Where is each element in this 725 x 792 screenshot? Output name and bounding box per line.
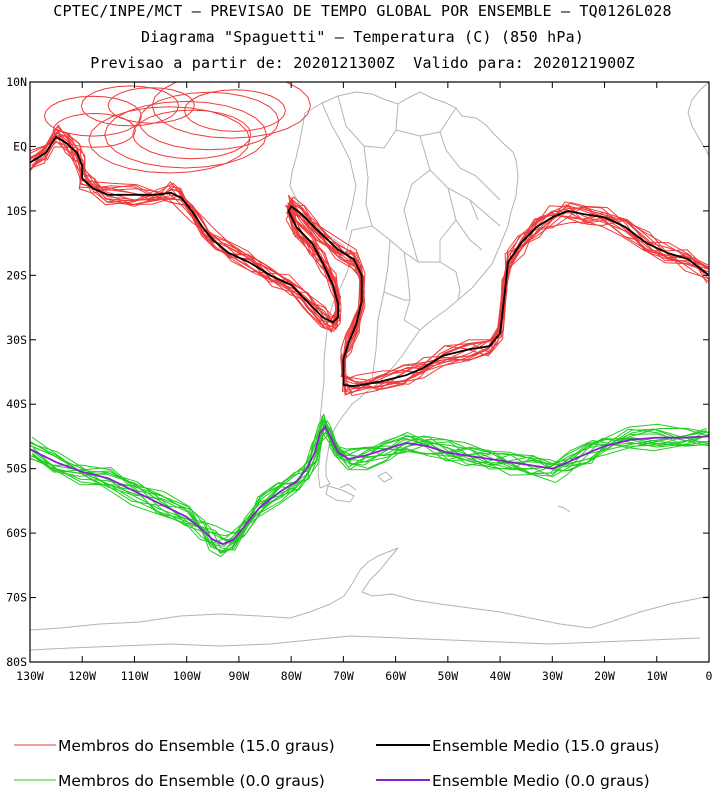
legend: Membros do Ensemble (15.0 graus) Ensembl…: [14, 737, 660, 790]
y-tick-label: 80S: [6, 655, 27, 669]
ensemble-member-15c: [30, 130, 709, 389]
legend-label-mean0: Ensemble Medio (0.0 graus): [432, 772, 650, 790]
ensemble-member-15c: [80, 85, 180, 127]
x-tick-label: 80W: [281, 669, 302, 683]
ensemble-member-15c: [31, 134, 709, 393]
ensemble-member-0c: [31, 419, 707, 544]
x-tick-label: 20W: [594, 669, 615, 683]
ensemble-member-15c: [32, 146, 709, 396]
antarctic-ice-line: [30, 635, 701, 651]
x-tick-label: 70W: [333, 669, 354, 683]
ensemble-member-15c: [132, 109, 252, 160]
antarctica-coastline: [30, 547, 709, 631]
axes-group: 130W 120W 110W 100W 90W 80W 70W 60W 50W 40W 30W 20W…: [6, 75, 712, 683]
y-tick-label: 10S: [6, 204, 27, 218]
x-tick-label: 120W: [68, 669, 96, 683]
ensemble-member-0c: [31, 413, 709, 535]
x-tick-label: 130W: [16, 669, 44, 683]
x-tick-label: 50W: [437, 669, 458, 683]
y-tick-label: 70S: [6, 591, 27, 605]
x-tick-label: 30W: [542, 669, 563, 683]
country-borders: [321, 95, 461, 381]
ensemble-member-15c: [30, 129, 709, 383]
x-tick-label: 60W: [385, 669, 406, 683]
ensemble-mean-15c-line: [30, 135, 709, 388]
plot-frame: [29, 81, 710, 663]
y-tick-label: EQ: [13, 139, 27, 153]
chart-title-line-2: Diagrama "Spaguetti" – Temperatura (C) (…: [140, 28, 585, 46]
x-tick-label: 0: [706, 669, 713, 683]
ensemble-member-15c: [88, 106, 251, 174]
y-tick-label: 50S: [6, 462, 27, 476]
x-tick-label: 90W: [229, 669, 250, 683]
ensemble-member-15c: [107, 87, 195, 124]
ensemble-member-15c: [32, 134, 709, 390]
ensemble-member-15c: [30, 124, 709, 397]
ensemble-member-15c: [183, 89, 286, 132]
x-tick-label: 110W: [121, 669, 149, 683]
y-tick-label: 30S: [6, 333, 27, 347]
x-tick-label: 10W: [646, 669, 667, 683]
ensemble-member-15c: [30, 140, 709, 392]
ensemble-means-group: [30, 135, 709, 546]
legend-label-mean15: Ensemble Medio (15.0 graus): [432, 737, 660, 755]
x-tick-label: 40W: [490, 669, 511, 683]
y-tick-label: 10N: [6, 75, 27, 89]
ensemble-member-15c: [151, 82, 311, 139]
ensemble-mean-0c-line: [30, 425, 709, 546]
chart-title-line-1: CPTEC/INPE/MCT – PREVISAO DE TEMPO GLOBA…: [53, 2, 672, 20]
chart-title-line-3: Previsao a partir de: 2020121300Z Valido…: [90, 54, 635, 72]
map-outlines: [30, 82, 709, 651]
ensemble-member-15c: [138, 91, 280, 151]
ensemble-member-15c: [43, 95, 142, 137]
ensemble-member-0c: [33, 417, 709, 558]
y-tick-label: 40S: [6, 397, 27, 411]
ensemble-members-group: [30, 82, 709, 558]
x-tick-label: 100W: [173, 669, 201, 683]
tierra-del-fuego: [325, 483, 357, 503]
y-tick-label: 20S: [6, 268, 27, 282]
ensemble-member-15c: [30, 135, 709, 381]
ensemble-member-15c: [31, 140, 709, 390]
south-georgia: [557, 505, 571, 513]
legend-label-member15: Membros do Ensemble (15.0 graus): [58, 737, 335, 755]
legend-label-member0: Membros do Ensemble (0.0 graus): [58, 772, 325, 790]
ensemble-member-15c: [30, 131, 709, 393]
africa-coastline: [687, 82, 709, 157]
ensemble-member-15c: [30, 130, 709, 394]
ensemble-member-0c: [32, 427, 709, 554]
falklands: [377, 471, 393, 483]
brazil-states: [403, 131, 501, 263]
ensemble-member-15c: [30, 137, 709, 385]
y-tick-label: 60S: [6, 526, 27, 540]
ensemble-member-15c: [30, 132, 709, 385]
ensemble-member-15c: [30, 125, 708, 391]
